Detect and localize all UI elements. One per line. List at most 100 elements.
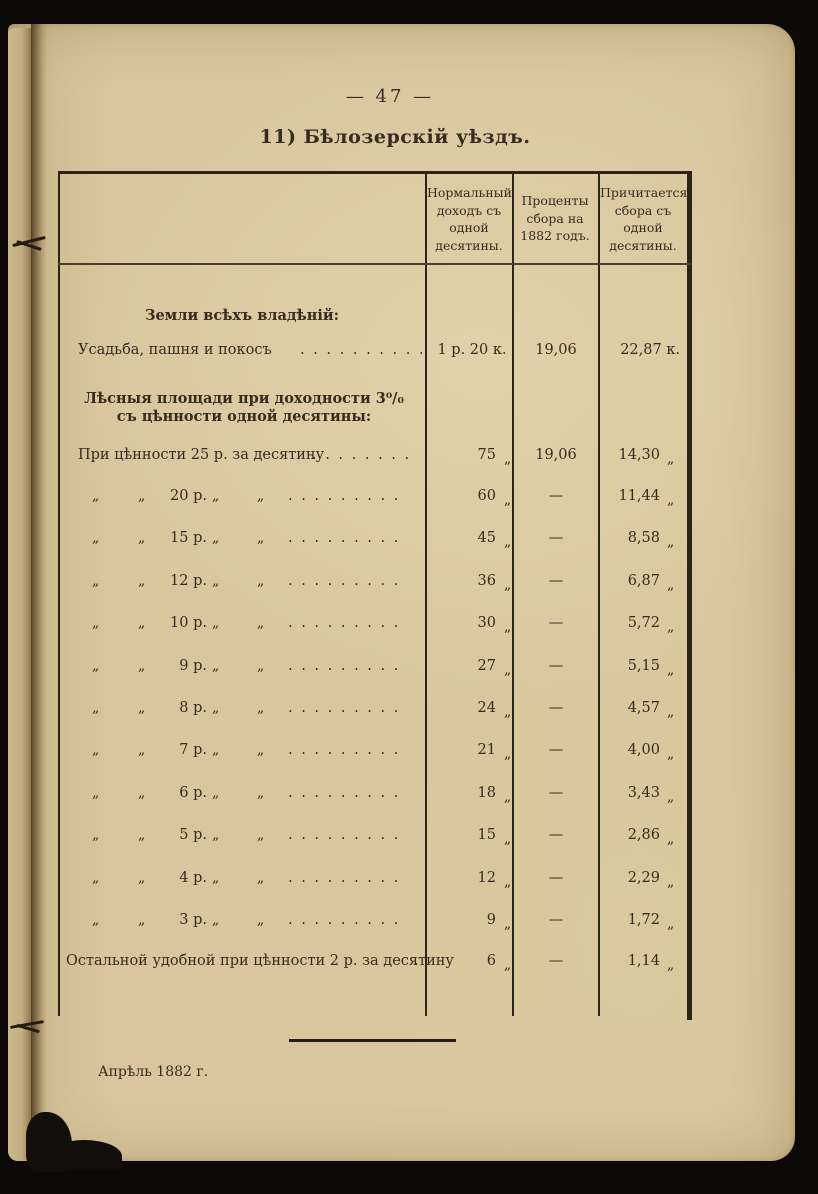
income-value: 36	[477, 573, 496, 589]
ditto-mark: „	[257, 912, 265, 928]
ditto-mark: „	[92, 573, 100, 589]
ditto-mark: „	[667, 957, 675, 973]
dot-leader: . . . . . . . . .	[288, 530, 401, 546]
percent-value: —	[548, 615, 564, 631]
dot-leader: . . . . . . . . .	[288, 912, 401, 928]
ditto-mark: „	[138, 573, 146, 589]
ditto-mark: „	[257, 742, 265, 758]
column-header-due-per-desyatina: Причитается сбора съ одной десятины.	[600, 185, 688, 253]
ditto-mark: „	[92, 870, 100, 886]
ditto-mark: „	[667, 874, 675, 890]
table-row-ditto: „ „ 10 р. „ „ . . . . . . . . . 30 „ — 5…	[58, 615, 691, 637]
ditto-mark: „	[212, 870, 220, 886]
ditto-mark: „	[504, 789, 512, 805]
table-border-right	[687, 171, 692, 1020]
percent-value: 19,06	[535, 447, 577, 463]
table-row-ditto: „ „ 12 р. „ „ . . . . . . . . . 36 „ — 6…	[58, 573, 691, 595]
table-column-divider	[425, 174, 427, 1016]
ditto-mark: „	[138, 615, 146, 631]
due-value: 14,30	[618, 447, 660, 463]
income-value: 27	[477, 658, 496, 674]
previous-page-edge	[8, 28, 32, 1161]
ditto-mark: „	[504, 451, 512, 467]
table-row-ditto: „ „ 3 р. „ „ . . . . . . . . . 9 „ — 1,7…	[58, 912, 691, 934]
ditto-mark: „	[667, 789, 675, 805]
percent-value: —	[548, 573, 564, 589]
income-value: 21	[477, 742, 496, 758]
percent-value: —	[548, 953, 564, 969]
due-value: 4,00	[627, 742, 660, 758]
ditto-mark: „	[257, 488, 265, 504]
due-value: 3,43	[627, 785, 660, 801]
ditto-mark: „	[504, 916, 512, 932]
table-row-ditto: „ „ 15 р. „ „ . . . . . . . . . 45 „ — 8…	[58, 530, 691, 552]
paper-page	[8, 24, 795, 1161]
ditto-mark: „	[667, 534, 675, 550]
ditto-mark: „	[504, 831, 512, 847]
section-heading-all-lands: Земли всѣхъ владѣній:	[144, 307, 339, 324]
table-row-ditto: „ „ 5 р. „ „ . . . . . . . . . 15 „ — 2,…	[58, 827, 691, 849]
page-title: 11) Бѣлозерскій уѣздъ.	[259, 126, 531, 148]
ditto-mark: „	[504, 957, 512, 973]
dot-leader: . . . . . . . . .	[288, 742, 401, 758]
ditto-mark: „	[138, 912, 146, 928]
ditto-mark: „	[667, 662, 675, 678]
table-row-ditto: „ „ 4 р. „ „ . . . . . . . . . 12 „ — 2,…	[58, 870, 691, 892]
income-value: 18	[477, 785, 496, 801]
due-value: 22,87 к.	[620, 342, 680, 358]
dot-leader: . . . . . . . . .	[288, 700, 401, 716]
percent-value: —	[548, 912, 564, 928]
ditto-mark: „	[667, 746, 675, 762]
income-value: 60	[477, 488, 496, 504]
ditto-mark: „	[92, 742, 100, 758]
ditto-mark: „	[212, 615, 220, 631]
ditto-mark: „	[257, 700, 265, 716]
ditto-mark: „	[667, 619, 675, 635]
income-value: 15	[477, 827, 496, 843]
price-per-desyatina: 8 р.	[179, 700, 207, 716]
dot-leader: . . . . . . . .	[312, 447, 412, 463]
table-row-ditto: „ „ 7 р. „ „ . . . . . . . . . 21 „ — 4,…	[58, 742, 691, 764]
row-label: Усадьба, пашня и покосъ	[78, 342, 272, 358]
dot-leader: . . . . . . . . .	[288, 870, 401, 886]
table-border-left	[58, 171, 60, 1016]
table-row-ditto: „ „ 8 р. „ „ . . . . . . . . . 24 „ — 4,…	[58, 700, 691, 722]
price-per-desyatina: 20 р.	[170, 488, 207, 504]
footer-divider-rule	[289, 1039, 456, 1042]
ditto-mark: „	[504, 534, 512, 550]
ditto-mark: „	[212, 573, 220, 589]
ditto-mark: „	[92, 785, 100, 801]
price-per-desyatina: 4 р.	[179, 870, 207, 886]
ditto-mark: „	[504, 577, 512, 593]
table-border-top	[58, 171, 691, 174]
ditto-mark: „	[667, 704, 675, 720]
ditto-mark: „	[257, 870, 265, 886]
percent-value: —	[548, 700, 564, 716]
ditto-mark: „	[92, 658, 100, 674]
ditto-mark: „	[667, 451, 675, 467]
page-number: — 47 —	[345, 86, 435, 107]
row-label: Остальной удобной при цѣнности 2 р. за д…	[66, 953, 454, 969]
ditto-mark: „	[92, 827, 100, 843]
table-row-remaining-land: Остальной удобной при цѣнности 2 р. за д…	[58, 953, 691, 975]
ditto-mark: „	[667, 831, 675, 847]
percent-value: —	[548, 870, 564, 886]
ditto-mark: „	[138, 488, 146, 504]
dot-leader: .	[414, 953, 421, 969]
table-column-divider	[598, 174, 600, 1016]
ditto-mark: „	[138, 658, 146, 674]
due-value: 2,29	[627, 870, 660, 886]
table-row-ditto: „ „ 6 р. „ „ . . . . . . . . . 18 „ — 3,…	[58, 785, 691, 807]
price-per-desyatina: 3 р.	[179, 912, 207, 928]
ditto-mark: „	[138, 700, 146, 716]
section-heading-forest: Лѣсныя площади при доходности 3⁰/₀ съ цѣ…	[84, 390, 404, 426]
price-per-desyatina: 5 р.	[179, 827, 207, 843]
scan-shadow-blob	[52, 1140, 122, 1170]
percent-value: —	[548, 742, 564, 758]
income-value: 75	[477, 447, 496, 463]
row-label: При цѣнности 25 р. за десятину	[78, 447, 325, 463]
ditto-mark: „	[257, 785, 265, 801]
ditto-mark: „	[92, 488, 100, 504]
binding-gutter-shadow	[31, 24, 47, 1161]
